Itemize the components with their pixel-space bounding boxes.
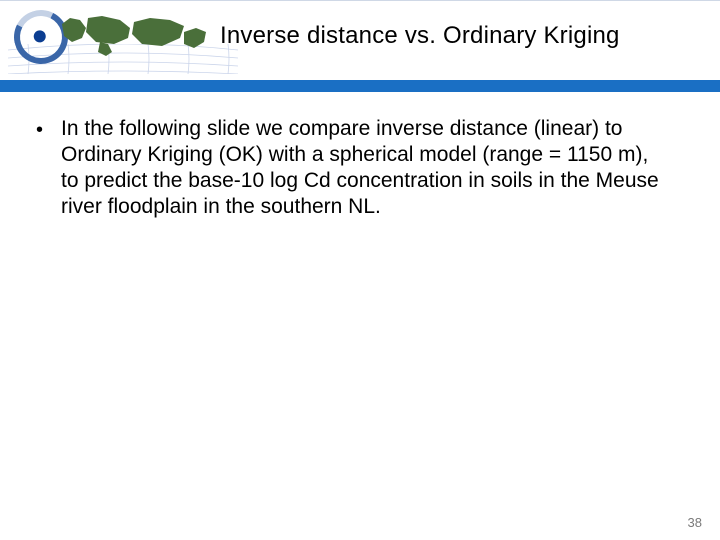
page-number: 38 [688,515,702,530]
slide-body: • In the following slide we compare inve… [30,116,690,220]
header-accent-bar [0,80,720,92]
slide-header: Inverse distance vs. Ordinary Kriging [0,0,720,80]
world-map-icon [60,14,210,58]
bullet-text: In the following slide we compare invers… [61,116,671,220]
bullet-marker: • [30,116,43,144]
header-top-rule [0,0,720,1]
logo [8,4,208,70]
bullet-item: • In the following slide we compare inve… [30,116,690,220]
slide-title: Inverse distance vs. Ordinary Kriging [220,22,620,50]
